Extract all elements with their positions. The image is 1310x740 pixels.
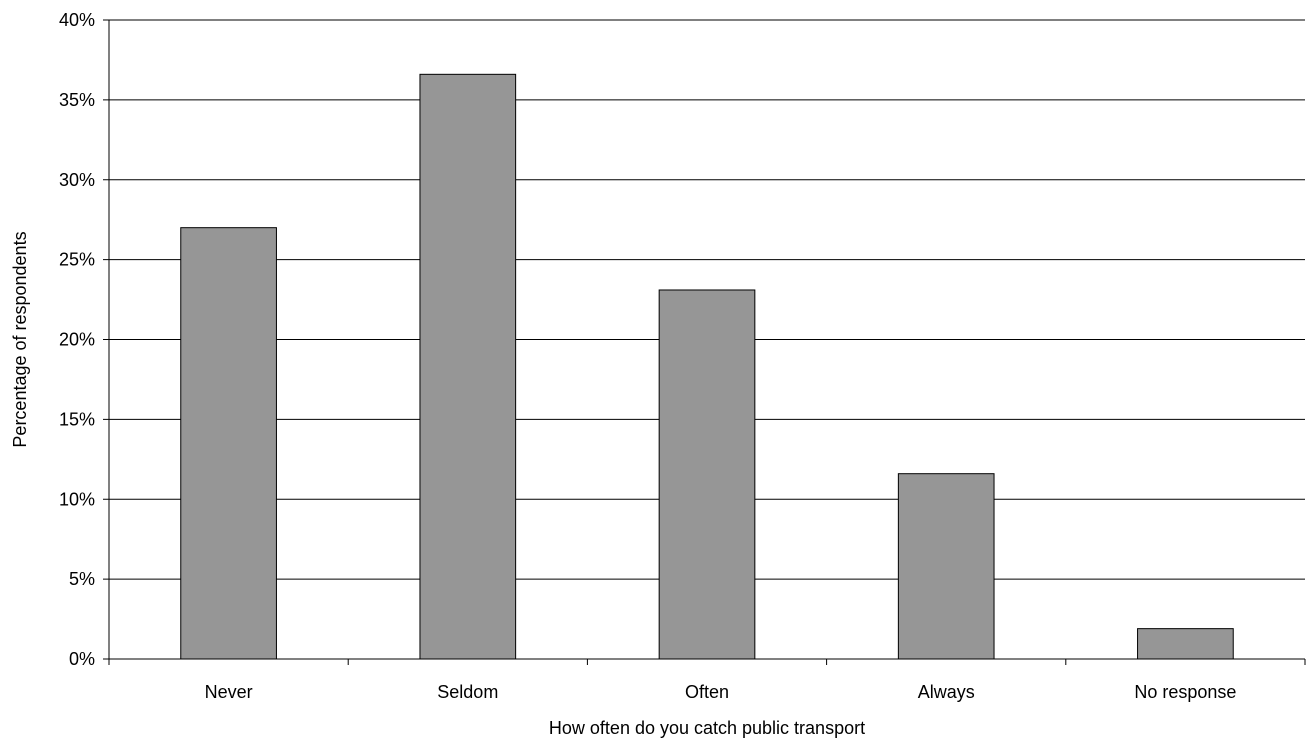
x-tick-label: No response xyxy=(1134,682,1236,702)
y-tick-label: 5% xyxy=(69,569,95,589)
x-tick-label: Never xyxy=(205,682,253,702)
x-axis-title: How often do you catch public transport xyxy=(549,718,865,738)
bar-never xyxy=(180,227,277,660)
x-tick-label: Seldom xyxy=(437,682,498,702)
y-tick-label: 35% xyxy=(59,90,95,110)
bars xyxy=(180,73,1234,660)
y-tick-label: 30% xyxy=(59,170,95,190)
y-tick-label: 15% xyxy=(59,409,95,429)
y-tick-label: 10% xyxy=(59,489,95,509)
x-tick-label: Always xyxy=(918,682,975,702)
x-tick-label: Often xyxy=(685,682,729,702)
bar-seldom xyxy=(419,73,517,660)
y-tick-label: 25% xyxy=(59,250,95,270)
bar-often xyxy=(658,289,756,660)
y-tick-label: 40% xyxy=(59,10,95,30)
bar-no-response xyxy=(1137,628,1234,660)
bar-always xyxy=(897,473,995,660)
y-ticks: 0% 5% 10% 15% 20% 25% 30% 35% 40% xyxy=(59,10,109,669)
y-tick-label: 20% xyxy=(59,330,95,350)
x-ticks: Never Seldom Often Always No response xyxy=(108,659,1306,702)
y-tick-label: 0% xyxy=(69,649,95,669)
y-axis-title: Percentage of respondents xyxy=(10,231,30,447)
